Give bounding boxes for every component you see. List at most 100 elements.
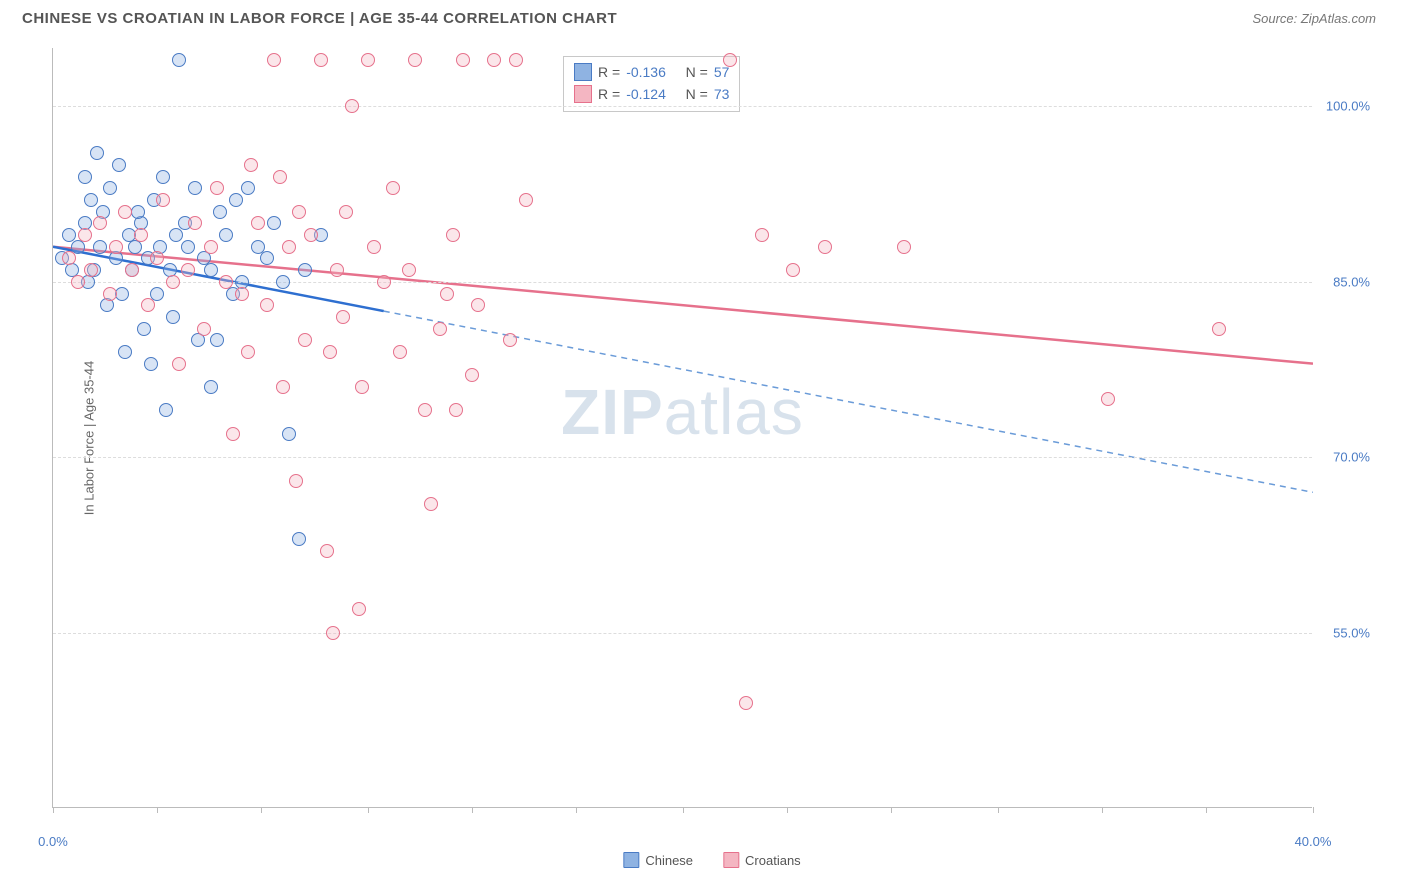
gridline-h <box>53 457 1312 458</box>
data-point-croatians <box>471 298 485 312</box>
data-point-croatians <box>156 193 170 207</box>
x-tick <box>891 807 892 813</box>
legend-label: Chinese <box>645 853 693 868</box>
x-tick <box>1313 807 1314 813</box>
data-point-croatians <box>509 53 523 67</box>
data-point-croatians <box>172 357 186 371</box>
data-point-chinese <box>241 181 255 195</box>
data-point-croatians <box>330 263 344 277</box>
data-point-croatians <box>367 240 381 254</box>
x-tick <box>1206 807 1207 813</box>
data-point-croatians <box>118 205 132 219</box>
data-point-chinese <box>267 216 281 230</box>
data-point-chinese <box>181 240 195 254</box>
legend-label: Croatians <box>745 853 801 868</box>
data-point-croatians <box>273 170 287 184</box>
data-point-croatians <box>197 322 211 336</box>
data-point-croatians <box>84 263 98 277</box>
data-point-croatians <box>408 53 422 67</box>
data-point-croatians <box>304 228 318 242</box>
data-point-croatians <box>345 99 359 113</box>
x-tick <box>1102 807 1103 813</box>
data-point-croatians <box>109 240 123 254</box>
x-tick-label: 40.0% <box>1295 834 1332 849</box>
n-label: N = <box>686 61 708 83</box>
data-point-croatians <box>487 53 501 67</box>
data-point-chinese <box>103 181 117 195</box>
data-point-chinese <box>204 380 218 394</box>
data-point-chinese <box>292 532 306 546</box>
y-tick-label: 100.0% <box>1326 99 1370 114</box>
data-point-croatians <box>298 333 312 347</box>
data-point-croatians <box>141 298 155 312</box>
data-point-croatians <box>78 228 92 242</box>
data-point-chinese <box>276 275 290 289</box>
x-tick-label: 0.0% <box>38 834 68 849</box>
x-tick <box>787 807 788 813</box>
data-point-chinese <box>229 193 243 207</box>
data-point-chinese <box>188 181 202 195</box>
data-point-croatians <box>433 322 447 336</box>
data-point-croatians <box>323 345 337 359</box>
series-legend: Chinese Croatians <box>623 852 800 868</box>
data-point-croatians <box>314 53 328 67</box>
legend-swatch-icon <box>623 852 639 868</box>
x-tick <box>53 807 54 813</box>
x-tick <box>368 807 369 813</box>
data-point-croatians <box>267 53 281 67</box>
data-point-croatians <box>71 275 85 289</box>
data-point-croatians <box>897 240 911 254</box>
data-point-croatians <box>241 345 255 359</box>
data-point-chinese <box>118 345 132 359</box>
data-point-croatians <box>1101 392 1115 406</box>
data-point-chinese <box>150 287 164 301</box>
data-point-croatians <box>786 263 800 277</box>
source-attribution: Source: ZipAtlas.com <box>1252 11 1376 26</box>
data-point-chinese <box>166 310 180 324</box>
x-tick <box>576 807 577 813</box>
data-point-croatians <box>125 263 139 277</box>
stats-legend: R = -0.136 N = 57 R = -0.124 N = 73 <box>563 56 740 112</box>
data-point-croatians <box>440 287 454 301</box>
data-point-croatians <box>251 216 265 230</box>
data-point-croatians <box>235 287 249 301</box>
plot-area: ZIPatlas R = -0.136 N = 57 R = -0.124 N … <box>52 48 1312 808</box>
r-label: R = <box>598 83 620 105</box>
chart: In Labor Force | Age 35-44 ZIPatlas R = … <box>52 48 1372 828</box>
r-value: -0.124 <box>626 83 666 105</box>
data-point-croatians <box>134 228 148 242</box>
data-point-croatians <box>361 53 375 67</box>
data-point-croatians <box>465 368 479 382</box>
data-point-croatians <box>393 345 407 359</box>
y-tick-label: 85.0% <box>1333 274 1370 289</box>
data-point-croatians <box>739 696 753 710</box>
data-point-chinese <box>144 357 158 371</box>
data-point-chinese <box>112 158 126 172</box>
data-point-croatians <box>260 298 274 312</box>
data-point-croatians <box>1212 322 1226 336</box>
x-tick <box>998 807 999 813</box>
data-point-croatians <box>418 403 432 417</box>
data-point-croatians <box>320 544 334 558</box>
data-point-croatians <box>386 181 400 195</box>
data-point-croatians <box>519 193 533 207</box>
r-label: R = <box>598 61 620 83</box>
legend-item: Chinese <box>623 852 693 868</box>
data-point-croatians <box>219 275 233 289</box>
n-value: 73 <box>714 83 730 105</box>
y-tick-label: 70.0% <box>1333 450 1370 465</box>
data-point-chinese <box>115 287 129 301</box>
data-point-croatians <box>402 263 416 277</box>
x-tick <box>472 807 473 813</box>
legend-swatch-icon <box>723 852 739 868</box>
data-point-chinese <box>298 263 312 277</box>
data-point-chinese <box>169 228 183 242</box>
data-point-croatians <box>226 427 240 441</box>
data-point-croatians <box>244 158 258 172</box>
data-point-croatians <box>62 251 76 265</box>
data-point-chinese <box>93 240 107 254</box>
data-point-croatians <box>818 240 832 254</box>
data-point-croatians <box>352 602 366 616</box>
legend-swatch-icon <box>574 85 592 103</box>
n-label: N = <box>686 83 708 105</box>
